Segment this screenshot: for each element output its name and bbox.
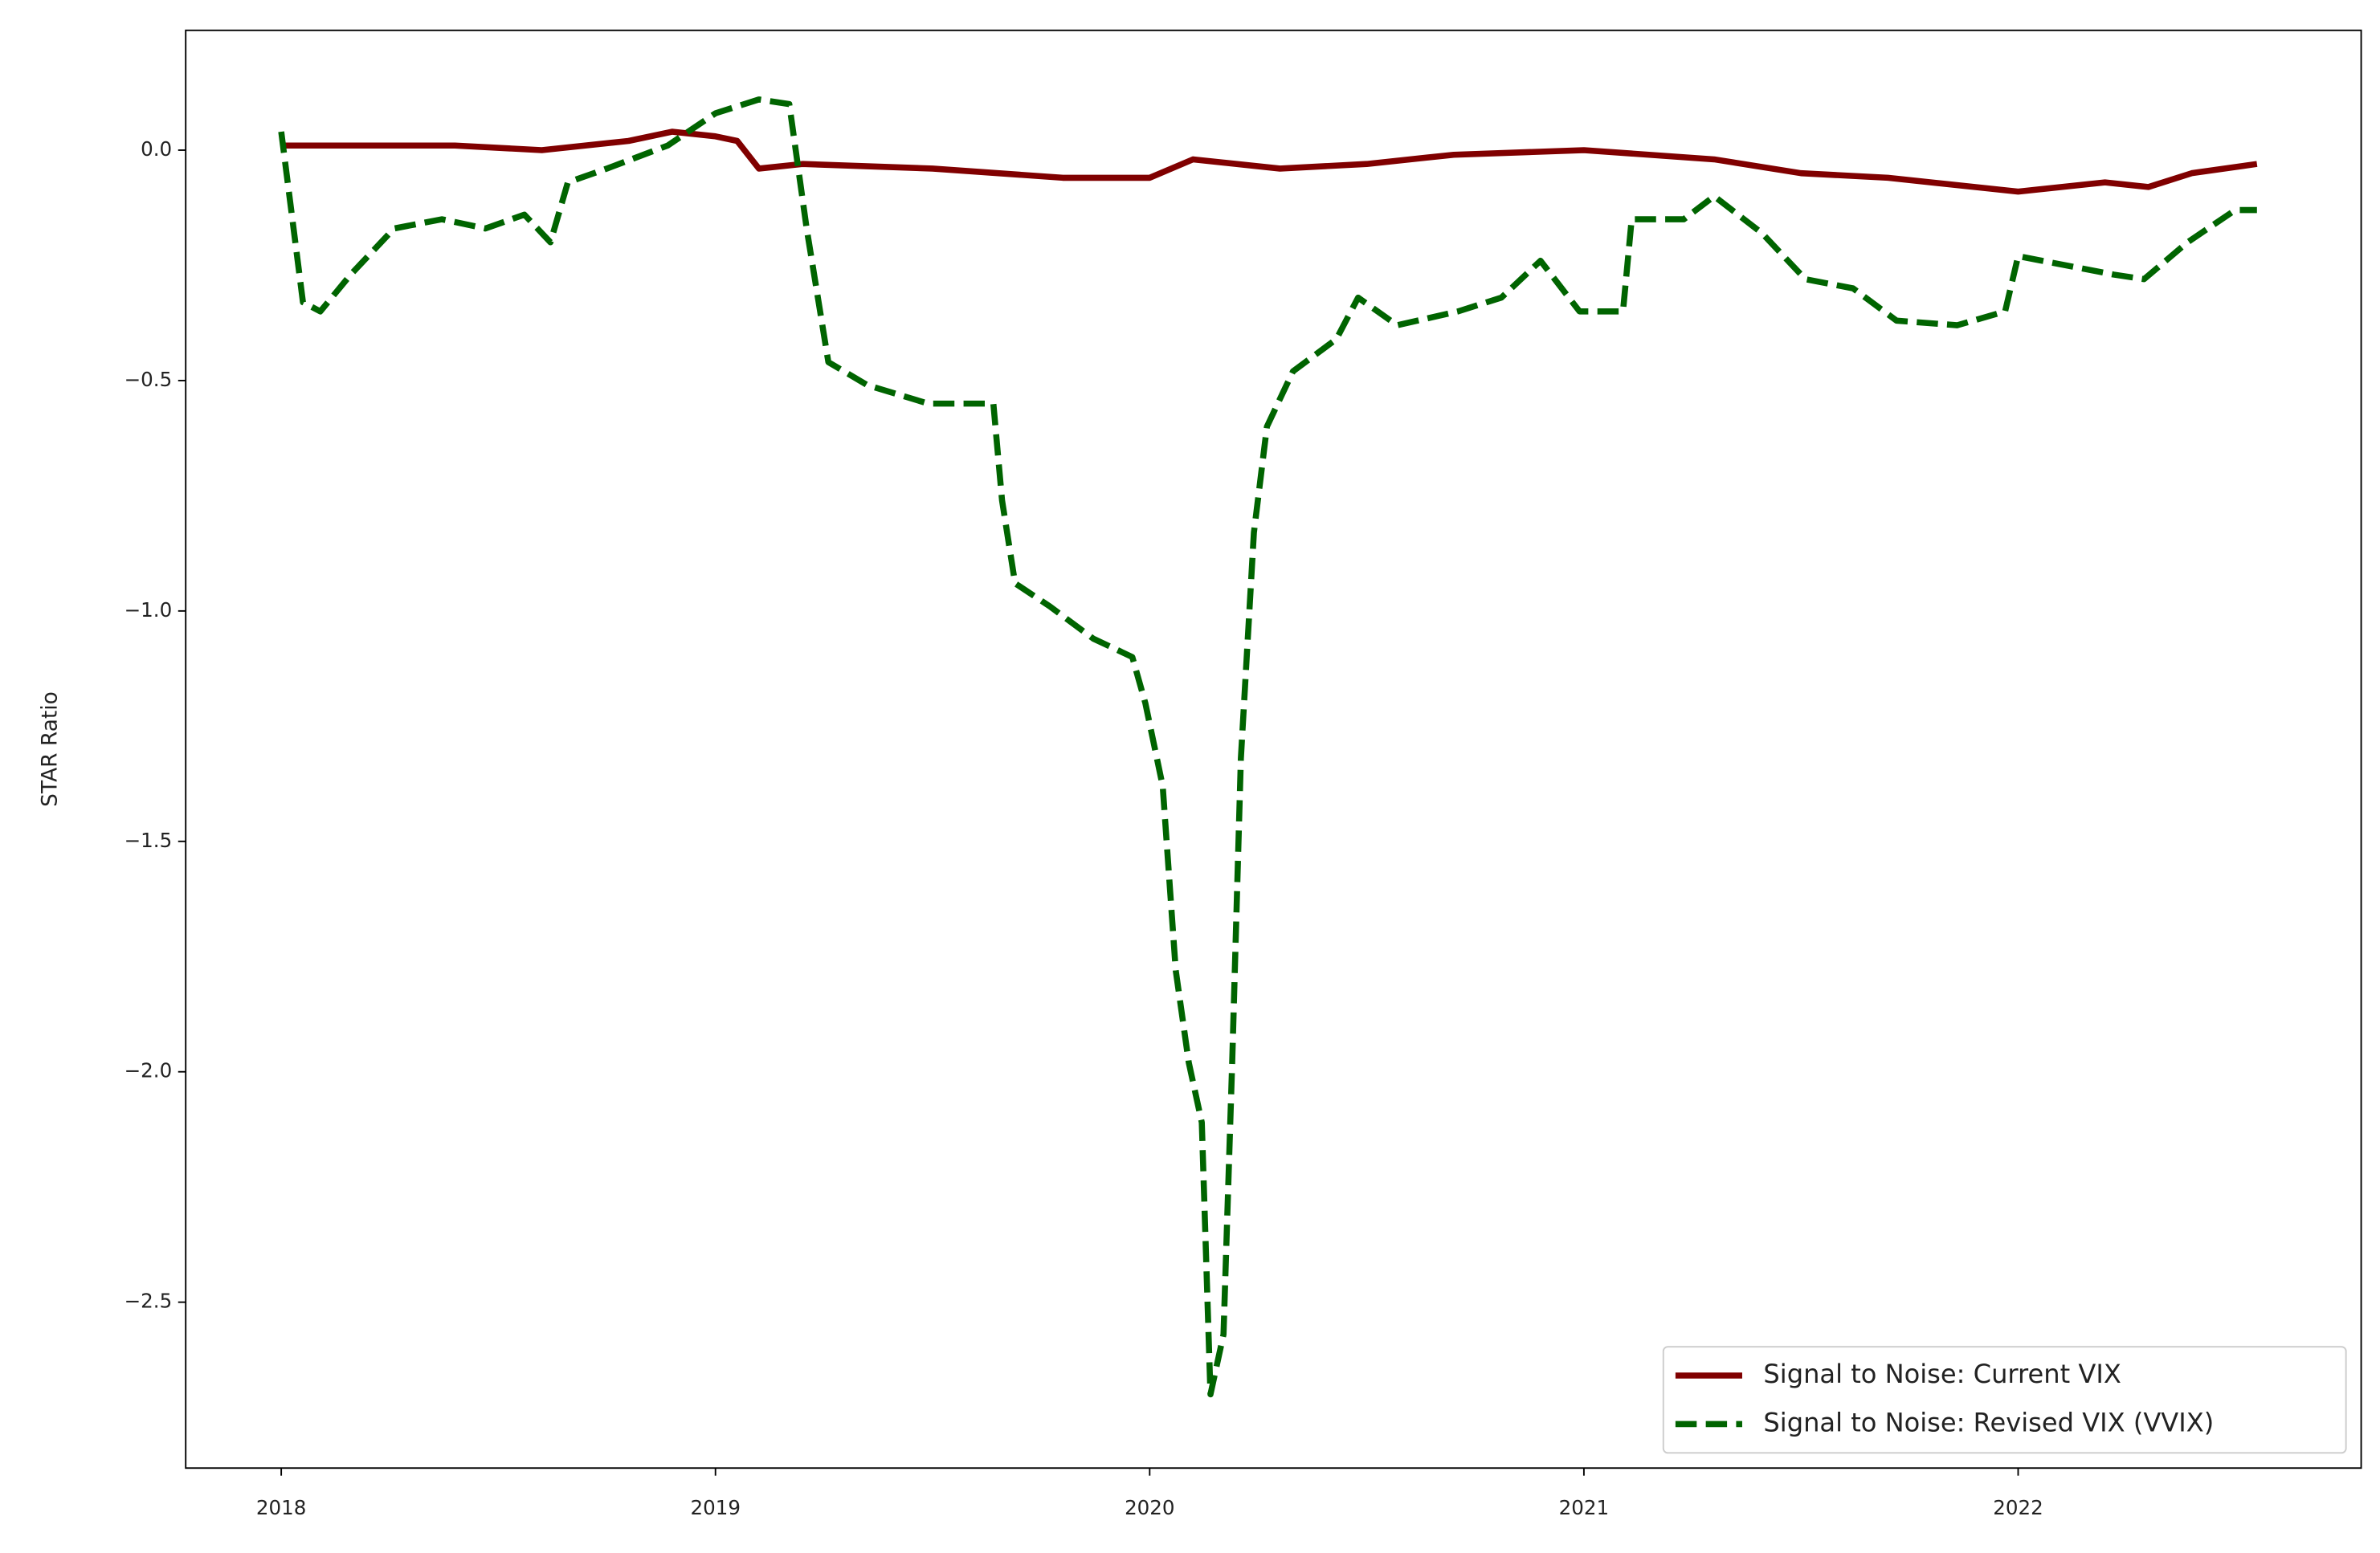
x-tick-label: 2019 bbox=[690, 1496, 740, 1519]
series-line bbox=[278, 96, 2257, 1398]
legend-box bbox=[1662, 1346, 2347, 1454]
series-line bbox=[281, 128, 2258, 195]
x-tick-label: 2018 bbox=[256, 1496, 306, 1519]
y-tick-label: −1.5 bbox=[125, 829, 173, 852]
legend-label: Signal to Noise: Current VIX bbox=[1763, 1359, 2121, 1389]
y-axis-label: STAR Ratio bbox=[38, 691, 63, 807]
x-tick-label: 2022 bbox=[1993, 1496, 2043, 1519]
y-tick-label: 0.0 bbox=[141, 137, 172, 161]
x-tick-label: 2020 bbox=[1125, 1496, 1174, 1519]
y-tick-label: −1.0 bbox=[125, 598, 173, 622]
legend-label: Signal to Noise: Revised VIX (VVIX) bbox=[1763, 1407, 2214, 1437]
plot-frame bbox=[185, 29, 2362, 1469]
y-tick-label: −0.5 bbox=[125, 368, 173, 391]
x-tick-label: 2021 bbox=[1559, 1496, 1609, 1519]
y-tick-label: −2.0 bbox=[125, 1059, 173, 1082]
y-tick-label: −2.5 bbox=[125, 1290, 173, 1313]
